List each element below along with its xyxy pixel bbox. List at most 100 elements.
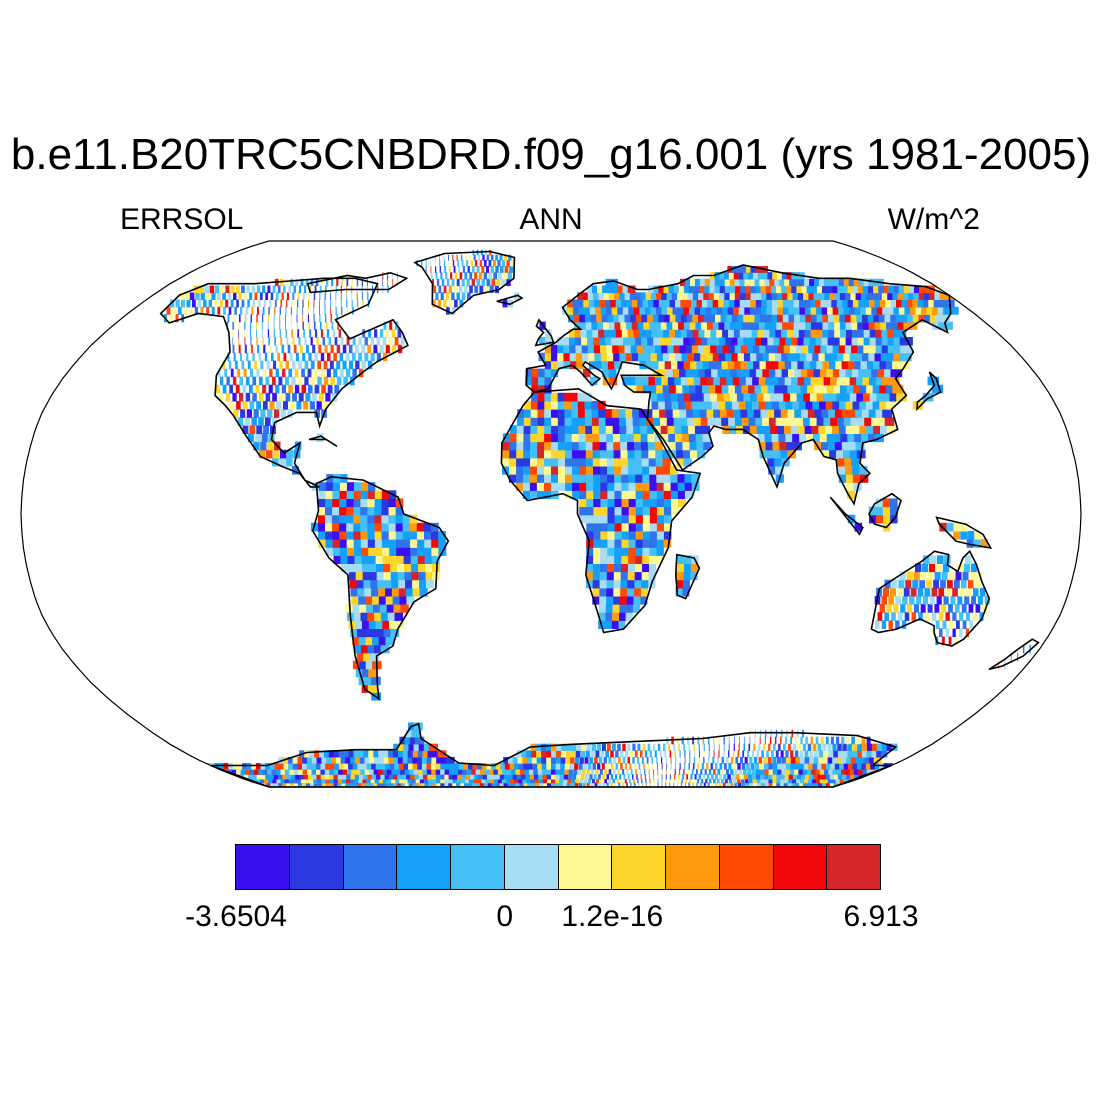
land-cell [490, 254, 494, 261]
land-cell [649, 384, 658, 394]
land-cell [296, 314, 298, 323]
land-cell [765, 400, 775, 410]
land-cell [403, 539, 411, 548]
land-cell [522, 482, 531, 491]
land-cell [607, 522, 616, 532]
land-cell [257, 306, 259, 315]
land-cell [606, 782, 609, 787]
land-cell [353, 498, 361, 508]
land-cell [621, 522, 630, 532]
land-cell [875, 498, 884, 508]
land-cell [589, 376, 598, 386]
land-cell [305, 392, 311, 402]
land-cell [794, 763, 801, 770]
land-cell [748, 778, 753, 784]
land-cell [816, 417, 826, 426]
land-cell [346, 498, 354, 508]
land-cell [652, 314, 662, 323]
land-cell [530, 465, 538, 475]
land-cell [954, 579, 960, 589]
land-cell [517, 409, 525, 418]
land-cell [509, 425, 518, 434]
land-cell [351, 595, 360, 605]
land-cell [175, 299, 180, 308]
land-cell [789, 769, 796, 775]
land-cell [786, 729, 788, 738]
land-cell [626, 595, 634, 605]
land-cell [627, 743, 631, 751]
land-cell [267, 441, 274, 451]
land-cell [653, 774, 655, 780]
land-cell [567, 299, 574, 308]
land-cell [356, 278, 359, 287]
land-cell [970, 563, 977, 573]
land-cell [382, 272, 384, 280]
land-cell [613, 433, 621, 443]
land-cell [319, 292, 321, 300]
land-cell [353, 506, 361, 516]
land-cell [503, 756, 511, 764]
land-cell [247, 433, 254, 443]
land-cell [867, 743, 873, 751]
land-cell [564, 763, 570, 770]
land-cell [666, 321, 676, 330]
land-cell [768, 368, 779, 378]
land-cell [769, 329, 780, 338]
land-cell [542, 774, 548, 780]
land-cell [898, 360, 911, 370]
land-cell [453, 769, 462, 775]
land-cell [411, 563, 420, 573]
land-cell [754, 384, 765, 394]
land-cell [969, 571, 976, 581]
colorbar-tick-label: 1.2e-16 [561, 900, 664, 933]
land-cell [537, 769, 544, 775]
land-cell [581, 743, 587, 751]
land-cell [654, 376, 664, 386]
land-cell [551, 400, 559, 410]
land-cell [645, 782, 648, 787]
land-cell [726, 376, 736, 386]
land-cell [776, 392, 787, 402]
land-cell [411, 571, 420, 581]
land-cell [597, 285, 605, 294]
land-cell [537, 409, 545, 418]
land-cell [508, 756, 515, 764]
land-cell [701, 763, 704, 770]
land-cell [546, 756, 552, 764]
land-cell [695, 384, 705, 394]
land-cell [797, 425, 807, 434]
land-cell [625, 352, 634, 362]
land-cell [690, 774, 693, 780]
land-cell [649, 750, 652, 758]
land-cell [186, 299, 191, 308]
land-cell [604, 329, 612, 338]
land-cell [326, 474, 334, 483]
land-cell [619, 417, 627, 426]
land-cell [757, 329, 768, 338]
land-cell [340, 337, 344, 346]
land-cell [612, 285, 620, 294]
land-cell [592, 579, 600, 589]
land-cell [440, 763, 450, 770]
land-cell [660, 417, 669, 426]
land-cell [984, 595, 990, 605]
land-cell [472, 763, 481, 770]
land-cell [667, 344, 677, 354]
land-cell [258, 417, 264, 426]
land-cell [309, 400, 315, 410]
land-cell [791, 729, 794, 738]
land-cell [796, 417, 806, 426]
land-cell [541, 750, 547, 758]
land-cell [749, 729, 751, 738]
land-cell [571, 743, 577, 751]
land-cell [788, 368, 799, 378]
land-cell [725, 769, 729, 775]
colorbar-tick-label: 6.913 [843, 900, 919, 933]
land-cell [567, 778, 572, 784]
land-cell [353, 490, 362, 499]
land-cell [491, 278, 496, 287]
land-cell [743, 337, 754, 346]
land-cell [869, 756, 877, 764]
land-cell [793, 352, 805, 362]
land-cell [331, 321, 334, 330]
